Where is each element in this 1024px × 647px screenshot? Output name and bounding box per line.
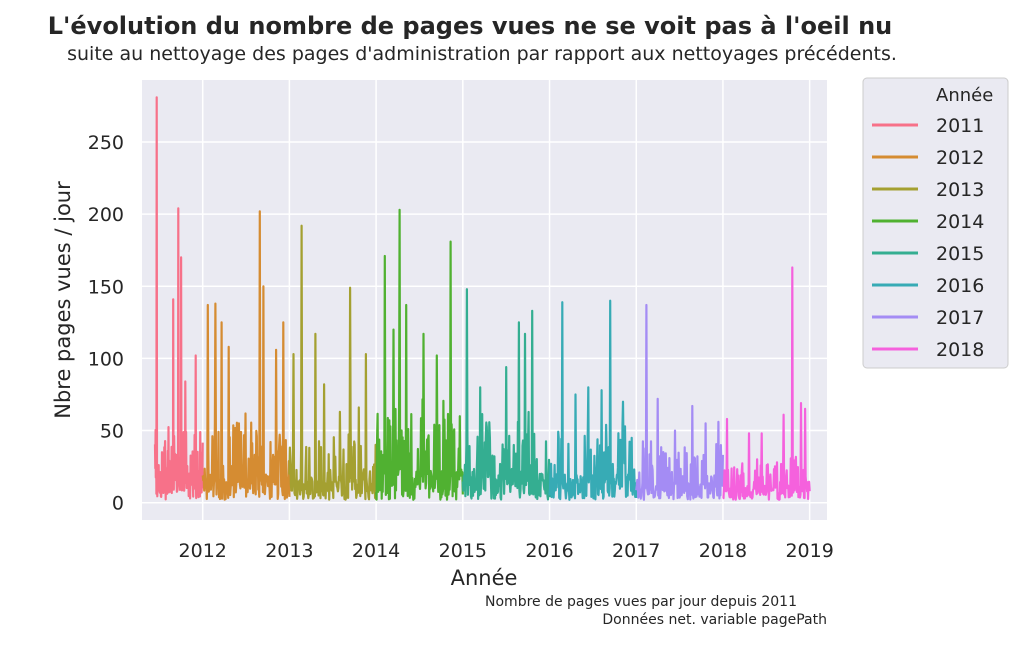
x-tick-label: 2016: [525, 540, 573, 562]
legend-label-2017: 2017: [936, 307, 984, 329]
series-line-2018: [722, 266, 811, 501]
series-line-2013: [288, 224, 378, 501]
legend: Année 2011 2012 2013 2014 2015 2016 2017 2018: [862, 77, 1009, 369]
series-layer: [153, 96, 811, 501]
x-axis-label: Année: [451, 566, 518, 590]
legend-box: [862, 77, 1009, 369]
legend-label-2018: 2018: [936, 339, 984, 361]
y-tick-label: 100: [88, 348, 124, 370]
x-tick-label: 2018: [699, 540, 747, 562]
y-tick-label: 150: [88, 276, 124, 298]
legend-label-2016: 2016: [936, 275, 984, 297]
series-line-2015: [461, 288, 551, 501]
legend-label-2015: 2015: [936, 243, 984, 265]
legend-label-2013: 2013: [936, 179, 984, 201]
y-axis-label: Nbre pages vues / jour: [51, 181, 75, 419]
series-line-2017: [635, 303, 724, 501]
x-tick-labels: 2012 2013 2014 2015 2016 2017 2018 2019: [179, 540, 834, 562]
caption-line-1: Nombre de pages vues par jour depuis 201…: [485, 594, 797, 610]
x-tick-label: 2013: [265, 540, 313, 562]
y-tick-labels: 0 50 100 150 200 250: [88, 132, 124, 515]
legend-label-2012: 2012: [936, 147, 984, 169]
series-line-2014: [375, 208, 464, 501]
y-tick-label: 250: [88, 132, 124, 154]
x-tick-label: 2015: [439, 540, 487, 562]
series-line-2011: [153, 96, 204, 501]
y-tick-label: 0: [112, 493, 124, 515]
y-tick-label: 200: [88, 204, 124, 226]
y-tick-label: 50: [100, 421, 124, 443]
legend-label-2014: 2014: [936, 211, 984, 233]
x-tick-label: 2019: [785, 540, 833, 562]
x-tick-label: 2017: [612, 540, 660, 562]
legend-label-2011: 2011: [936, 115, 984, 137]
chart-title: L'évolution du nombre de pages vues ne s…: [48, 12, 893, 40]
grid-lines: [142, 80, 827, 520]
legend-title: Année: [936, 85, 993, 106]
x-tick-label: 2012: [179, 540, 227, 562]
series-line-2012: [201, 210, 291, 501]
caption-line-2: Données net. variable pagePath: [602, 612, 827, 628]
series-line-2016: [548, 299, 638, 501]
chart-subtitle: suite au nettoyage des pages d'administr…: [67, 43, 897, 65]
legend-items: 2011 2012 2013 2014 2015 2016 2017 2018: [872, 115, 984, 361]
x-tick-label: 2014: [352, 540, 400, 562]
